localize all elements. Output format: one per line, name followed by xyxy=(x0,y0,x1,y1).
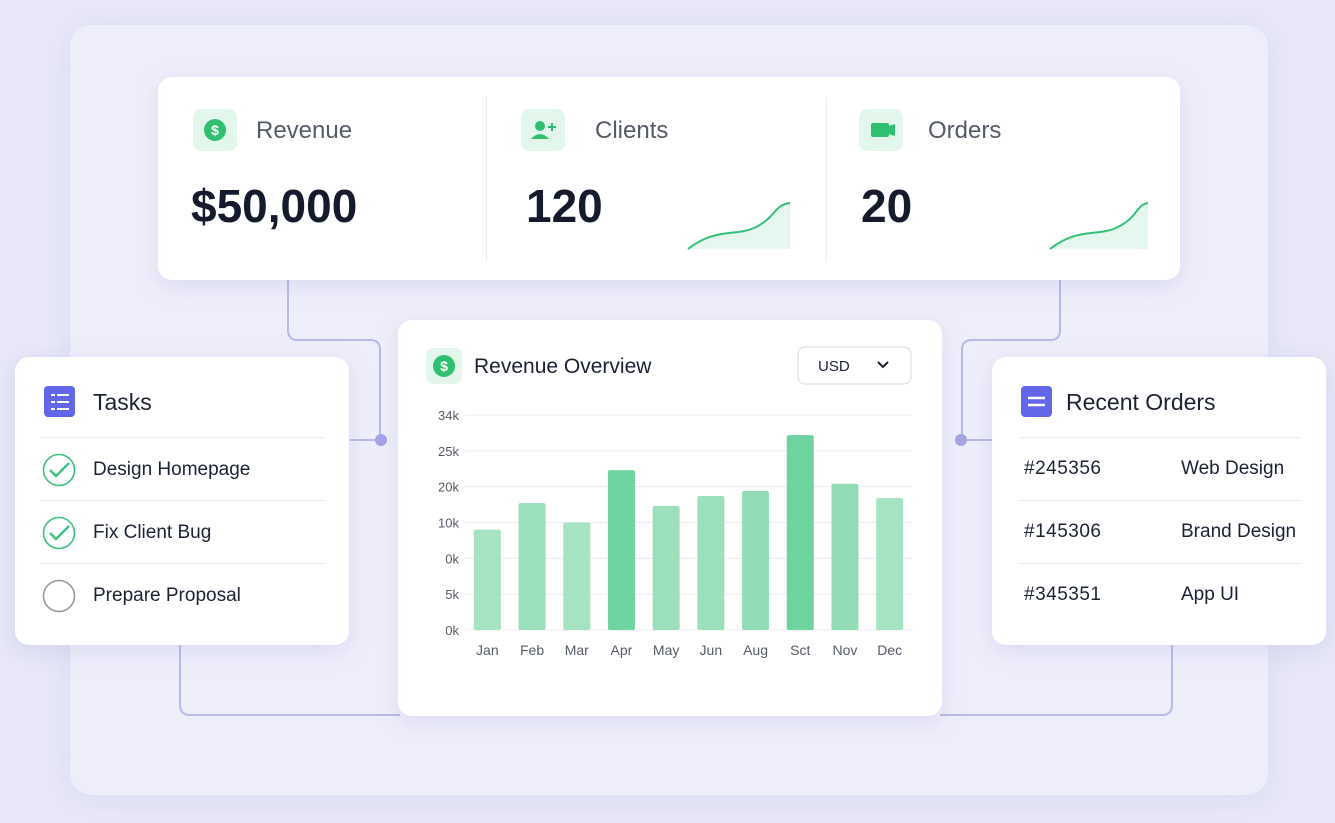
chart-card: $ Revenue Overview USD 34k 25k 20k 10k 0k 5k 0… xyxy=(398,320,942,716)
stat-label: Revenue xyxy=(256,117,353,144)
bar xyxy=(876,498,904,630)
chart-icon xyxy=(433,355,455,377)
order-name: Web Design xyxy=(1181,458,1285,479)
task-check[interactable] xyxy=(41,452,77,488)
task-text: Prepare Proposal xyxy=(93,584,241,606)
chart-icon: $ xyxy=(440,358,448,374)
stat-value: $50,000 xyxy=(191,180,358,232)
sparkline xyxy=(1049,202,1149,250)
connector-dot xyxy=(955,434,967,446)
x-tick-label: Jun xyxy=(700,642,723,658)
stat-icon xyxy=(859,109,903,151)
order-row: #145306 Brand Design xyxy=(1018,500,1302,564)
stat-icon: $ xyxy=(193,109,237,151)
stat: Clients 120 xyxy=(486,77,826,280)
x-tick-label: Nov xyxy=(832,642,857,658)
task-text: Fix Client Bug xyxy=(93,521,212,543)
task-circle[interactable] xyxy=(41,578,77,614)
bar xyxy=(831,483,859,630)
x-tick-label: Jan xyxy=(476,642,499,658)
bar xyxy=(697,495,725,630)
dropdown-arrow[interactable] xyxy=(877,361,889,369)
stat-label: Clients xyxy=(595,117,669,144)
x-tick-label: Feb xyxy=(520,642,544,658)
bar xyxy=(742,490,770,630)
orders-title: Recent Orders xyxy=(1066,389,1216,415)
order-name: App UI xyxy=(1181,584,1240,605)
order-id: #345351 xyxy=(1024,584,1102,605)
y-tick-label: 20k xyxy=(438,480,459,495)
y-tick-label: 0k xyxy=(445,551,459,566)
bar xyxy=(518,503,546,630)
separator xyxy=(486,97,487,262)
bar xyxy=(786,435,814,630)
x-tick-label: Mar xyxy=(565,642,589,658)
task-row: Design Homepage xyxy=(41,437,325,501)
sparkline xyxy=(687,202,791,250)
order-id: #145306 xyxy=(1024,521,1102,542)
order-name: Brand Design xyxy=(1181,521,1297,542)
svg-text:$: $ xyxy=(211,122,219,138)
order-row: #245356 Web Design xyxy=(1018,437,1302,501)
task-tick xyxy=(49,524,70,541)
y-tick-label: 0k xyxy=(445,623,459,638)
x-tick-label: Aug xyxy=(743,642,768,658)
bar xyxy=(652,506,680,630)
currency-select[interactable] xyxy=(797,346,912,385)
order-id: #245356 xyxy=(1024,458,1102,479)
x-tick-label: May xyxy=(653,642,679,658)
stat: $ Revenue $50,000 xyxy=(158,77,486,280)
tasks-title: Tasks xyxy=(93,389,152,415)
y-tick-label: 5k xyxy=(445,587,459,602)
x-tick-label: Dec xyxy=(877,642,902,658)
connector-dot xyxy=(375,434,387,446)
task-row: Fix Client Bug xyxy=(41,500,325,564)
task-status xyxy=(42,516,76,549)
stat: Orders 20 xyxy=(826,77,1180,280)
connector xyxy=(961,280,1061,441)
y-tick-label: 34k xyxy=(438,408,459,423)
stat-value: 20 xyxy=(861,180,913,232)
stat-icon xyxy=(521,109,565,151)
stat-value: 120 xyxy=(526,180,603,232)
bar xyxy=(473,529,501,630)
chart: $ Revenue Overview USD 34k 25k 20k 10k 0k 5k 0… xyxy=(426,346,912,658)
task-tick xyxy=(49,461,70,478)
connector xyxy=(940,645,1173,716)
y-tick-label: 10k xyxy=(438,516,459,531)
task-row: Prepare Proposal xyxy=(41,563,325,627)
bar xyxy=(607,470,635,630)
bar xyxy=(563,522,591,630)
separator xyxy=(826,97,827,262)
stats-card: $ Revenue $50,000 Clients 120 Orders 20 xyxy=(158,77,1180,280)
currency-label[interactable]: USD xyxy=(818,358,850,375)
stat-label: Orders xyxy=(928,117,1002,144)
y-tick-label: 25k xyxy=(438,444,459,459)
task-text: Design Homepage xyxy=(93,458,251,480)
orders-card: Recent Orders #245356 Web Design #145306 Br… xyxy=(992,357,1326,645)
x-tick-label: Sct xyxy=(790,642,810,658)
x-tick-label: Apr xyxy=(611,642,633,658)
orders-icon xyxy=(1021,386,1052,417)
task-check[interactable] xyxy=(41,515,77,551)
order-row: #345351 App UI xyxy=(1018,563,1302,627)
tasks-icon xyxy=(44,386,75,417)
task-status xyxy=(42,579,76,612)
tasks-card: Tasks Design Homepage Fix Client Bug Prepa… xyxy=(15,357,349,645)
connector xyxy=(287,280,381,441)
chart-title: Revenue Overview xyxy=(474,355,652,378)
connector xyxy=(179,645,400,716)
task-status xyxy=(42,453,76,486)
